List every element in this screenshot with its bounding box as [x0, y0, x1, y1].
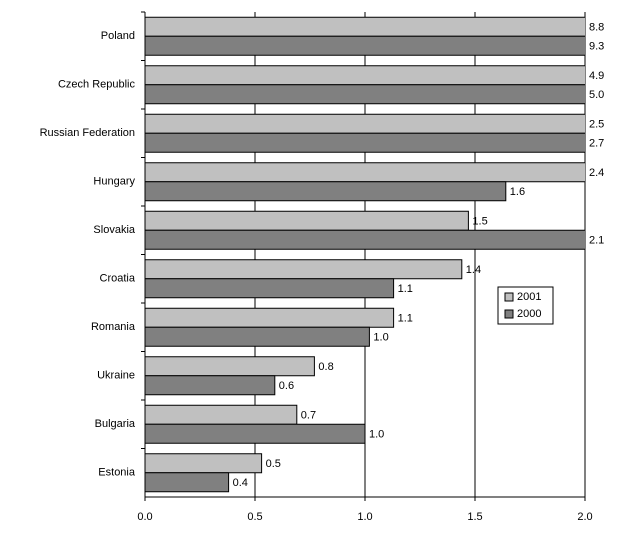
bar — [145, 162, 585, 183]
bar — [145, 423, 366, 444]
value-label: 2.7 — [589, 138, 604, 150]
y-tick-label: Czech Republic — [58, 79, 136, 91]
value-label: 5.0 — [589, 89, 604, 101]
bar — [145, 65, 585, 86]
bar — [145, 404, 298, 425]
value-label: 0.7 — [301, 410, 316, 422]
bar — [145, 210, 469, 231]
value-label: 0.6 — [279, 380, 294, 392]
x-tick-label: 2.0 — [577, 511, 592, 523]
value-label: 2.4 — [589, 167, 604, 179]
bars — [145, 16, 585, 493]
value-label: 0.8 — [318, 361, 333, 373]
value-label: 1.1 — [398, 283, 413, 295]
bar — [145, 35, 585, 56]
bar — [145, 259, 463, 280]
bar — [145, 375, 276, 396]
x-tick-label: 1.0 — [357, 511, 372, 523]
bar — [145, 356, 315, 377]
y-tick-label: Ukraine — [97, 370, 135, 382]
bar — [145, 229, 585, 250]
bar — [145, 472, 230, 493]
bar — [145, 307, 395, 328]
value-label: 1.1 — [398, 313, 413, 325]
value-label: 4.9 — [589, 70, 604, 82]
value-label: 1.6 — [510, 186, 525, 198]
value-label: 0.4 — [233, 477, 248, 489]
bar — [145, 278, 395, 299]
bar — [145, 326, 370, 347]
y-tick-label: Slovakia — [93, 224, 135, 236]
y-tick-label: Croatia — [100, 273, 136, 285]
value-label: 0.5 — [266, 458, 281, 470]
value-label: 1.0 — [369, 429, 384, 441]
bar — [145, 113, 585, 134]
bar — [145, 453, 263, 474]
y-tick-label: Romania — [91, 321, 136, 333]
legend-label: 2001 — [517, 291, 541, 303]
y-tick-label: Russian Federation — [40, 127, 135, 139]
value-label: 2.5 — [589, 119, 604, 131]
value-label: 1.0 — [373, 332, 388, 344]
bar — [145, 181, 507, 202]
value-label: 1.5 — [472, 216, 487, 228]
legend-swatch — [504, 309, 514, 319]
y-tick-label: Hungary — [93, 176, 135, 188]
bar — [145, 84, 585, 105]
value-label: 8.8 — [589, 22, 604, 34]
y-tick-label: Bulgaria — [95, 418, 136, 430]
value-label: 2.1 — [589, 235, 604, 247]
y-tick-label: Poland — [101, 30, 135, 42]
x-tick-label: 0.5 — [247, 511, 262, 523]
x-tick-label: 1.5 — [467, 511, 482, 523]
labels: 0.0 0.5 1.0 1.5 2.0 Poland 8.8 9.3 Czech Republi… — [40, 22, 605, 523]
y-tick-label: Estonia — [98, 467, 136, 479]
legend-label: 2000 — [517, 308, 541, 320]
bar — [145, 16, 585, 37]
value-label: 9.3 — [589, 41, 604, 53]
legend: 2001 2000 — [497, 286, 554, 325]
x-tick-label: 0.0 — [137, 511, 152, 523]
legend-swatch — [504, 292, 514, 302]
value-label: 1.4 — [466, 264, 481, 276]
bar — [145, 132, 585, 153]
